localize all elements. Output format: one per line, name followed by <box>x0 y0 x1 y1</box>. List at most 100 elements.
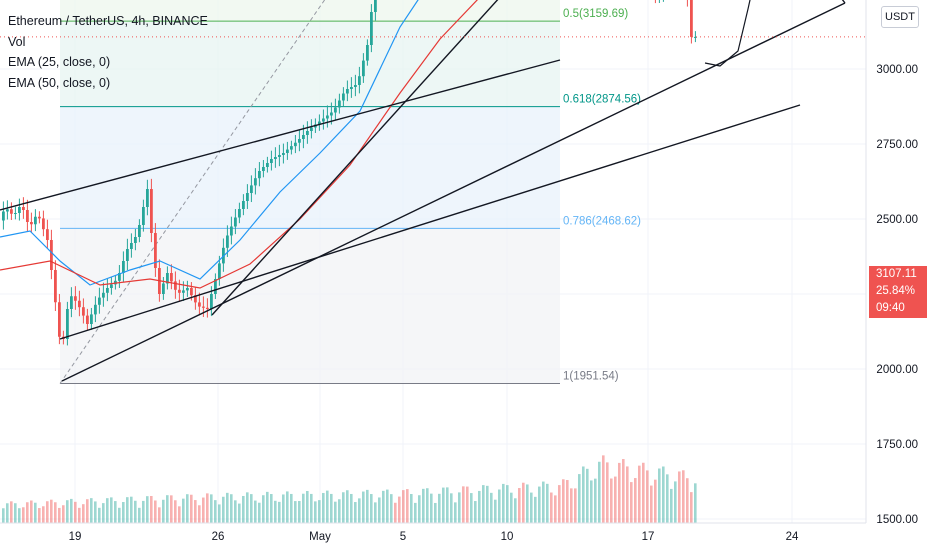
volume-bar <box>198 505 201 523</box>
candle-body <box>338 100 341 108</box>
trendline <box>0 59 561 211</box>
candle-body <box>202 306 205 308</box>
candle-body <box>174 281 177 290</box>
volume-bar <box>618 462 621 523</box>
volume-bar <box>254 500 257 523</box>
volume-bar <box>574 488 577 523</box>
volume-bar <box>602 455 605 523</box>
volume-bar <box>430 493 433 523</box>
volume-bar <box>414 502 417 523</box>
volume-bar <box>154 500 157 523</box>
volume-bar <box>282 494 285 523</box>
candle-body <box>14 213 17 214</box>
volume-bar <box>490 492 493 523</box>
volume-bar <box>586 468 589 523</box>
volume-bar <box>374 502 377 523</box>
candle-body <box>258 171 261 179</box>
volume-bar <box>578 474 581 523</box>
ema25-line <box>0 0 419 286</box>
symbol-title[interactable]: Ethereum / TetherUS, 4h, BINANCE <box>8 14 208 28</box>
candle-body <box>106 288 109 293</box>
trendline <box>59 104 801 340</box>
candle-body <box>90 314 93 324</box>
volume-bar <box>426 488 429 523</box>
volume-bar <box>58 507 61 523</box>
volume-bar <box>350 493 353 523</box>
volume-bar <box>434 502 437 523</box>
volume-bar <box>370 494 373 523</box>
volume-bar <box>54 502 57 523</box>
volume-bar <box>10 501 13 523</box>
candle-body <box>170 273 173 282</box>
volume-bar <box>470 493 473 523</box>
volume-bar <box>310 493 313 523</box>
volume-bar <box>262 495 265 523</box>
fib-level-label: 0.618(2874.56) <box>563 94 641 106</box>
candle-body <box>198 302 201 307</box>
candle-body <box>186 288 189 291</box>
volume-bar <box>194 500 197 523</box>
volume-bar <box>314 501 317 523</box>
candle-body <box>70 296 73 309</box>
candle-body <box>362 60 365 77</box>
volume-bar <box>270 494 273 523</box>
volume-bar <box>190 494 193 523</box>
volume-bar <box>546 483 549 523</box>
volume-bar <box>126 497 129 523</box>
currency-unit-button[interactable]: USDT <box>881 6 919 28</box>
candle-body <box>322 118 325 122</box>
volume-bar <box>18 508 21 523</box>
volume-bar <box>622 459 625 523</box>
volume-bar <box>98 507 101 523</box>
volume-bar <box>638 465 641 523</box>
volume-bar <box>2 508 5 523</box>
volume-bar <box>482 485 485 523</box>
volume-bar <box>466 486 469 523</box>
candle-body <box>126 249 129 261</box>
candle-body <box>142 207 145 225</box>
candle-body <box>214 279 217 294</box>
candle-body <box>82 307 85 316</box>
candle-body <box>254 178 257 186</box>
volume-bar <box>82 504 85 523</box>
volume-bar <box>226 492 229 523</box>
trendline <box>61 2 846 382</box>
volume-bar <box>438 493 441 523</box>
candle-body <box>370 12 373 45</box>
volume-indicator-label[interactable]: Vol <box>8 34 26 49</box>
ema50-indicator-label[interactable]: EMA (50, close, 0) <box>8 75 111 90</box>
candle-body <box>306 131 309 135</box>
ema25-indicator-label[interactable]: EMA (25, close, 0) <box>8 55 111 69</box>
x-tick-label: 19 <box>69 531 82 543</box>
volume-bar <box>218 504 221 523</box>
candle-body <box>226 235 229 248</box>
fib-level-label: 0.786(2468.62) <box>563 215 641 227</box>
volume-bar <box>250 494 253 523</box>
volume-bar <box>38 508 41 523</box>
candle-body <box>234 217 237 227</box>
candle-body <box>294 142 297 147</box>
candle-body <box>46 229 49 240</box>
volume-bar <box>390 494 393 523</box>
volume-bar <box>526 484 529 523</box>
y-tick-label: 3000.00 <box>876 64 918 76</box>
candle-body <box>78 300 81 308</box>
trendlines <box>0 0 866 382</box>
candle-body <box>262 167 265 171</box>
candle-body <box>246 193 249 201</box>
y-tick-label: 2000.00 <box>876 364 918 376</box>
volume-bar <box>294 501 297 523</box>
volume-bar <box>642 462 645 523</box>
volume-bar <box>206 493 209 523</box>
volume-bar <box>530 492 533 523</box>
candle-body <box>318 121 321 125</box>
volume-bar <box>598 461 601 523</box>
volume-bar <box>358 498 361 523</box>
candle-body <box>134 237 137 243</box>
volume-bar <box>670 488 673 523</box>
volume-bar <box>422 488 425 523</box>
volume-bar <box>166 495 169 523</box>
volume-bar <box>458 492 461 523</box>
volume-bar <box>26 502 29 523</box>
